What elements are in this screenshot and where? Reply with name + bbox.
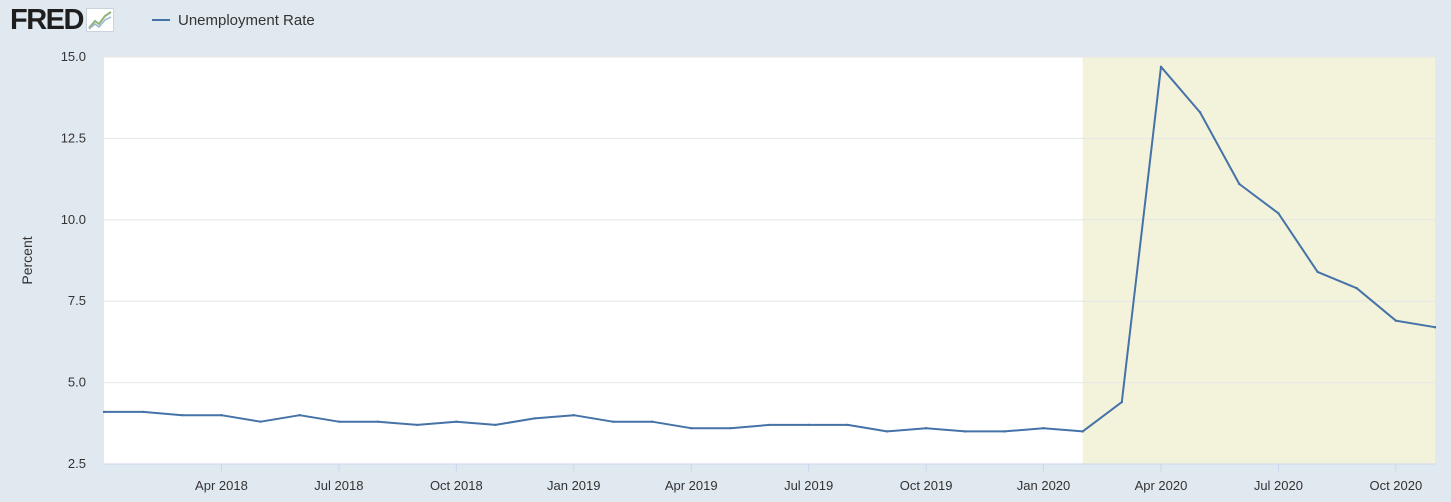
data-point	[650, 420, 654, 423]
data-point	[455, 420, 458, 423]
data-point	[102, 410, 106, 414]
data-point	[690, 426, 693, 430]
data-point	[964, 430, 967, 433]
x-tick-label: Oct 2018	[430, 478, 483, 493]
chart-header: FRED Unemployment Rate	[0, 0, 1451, 44]
x-tick-label: Apr 2020	[1135, 478, 1188, 493]
x-tick-label: Jul 2019	[784, 478, 833, 493]
data-point	[846, 423, 849, 427]
data-point	[494, 423, 497, 427]
data-point	[1238, 182, 1241, 186]
data-point	[1316, 270, 1319, 274]
chart-legend[interactable]: Unemployment Rate	[152, 9, 315, 31]
y-tick-label: 15.0	[61, 49, 86, 64]
data-point	[572, 413, 575, 417]
data-point	[1003, 430, 1006, 433]
y-tick-label: 2.5	[68, 456, 86, 471]
y-tick-label: 7.5	[68, 293, 86, 308]
y-tick-label: 12.5	[61, 130, 86, 145]
data-point	[1394, 319, 1398, 322]
fred-logo[interactable]: FRED	[10, 4, 114, 36]
recession-shading	[1082, 57, 1435, 464]
x-tick-label: Jan 2019	[547, 478, 601, 493]
data-point	[1355, 286, 1358, 290]
data-point	[181, 413, 184, 417]
x-tick-label: Jul 2020	[1254, 478, 1303, 493]
y-tick-label: 10.0	[61, 212, 86, 227]
fred-logo-text: FRED	[10, 4, 84, 36]
data-point	[415, 423, 419, 427]
data-point	[1120, 400, 1124, 404]
data-point	[1081, 430, 1084, 433]
y-tick-label: 5.0	[68, 375, 86, 390]
data-point	[611, 420, 615, 423]
data-point	[533, 417, 536, 420]
data-point	[1277, 212, 1280, 215]
x-tick-label: Oct 2020	[1369, 478, 1422, 493]
x-tick-label: Apr 2018	[195, 478, 248, 493]
data-point	[1198, 111, 1202, 114]
x-tick-label: Jul 2018	[314, 478, 363, 493]
x-tick-label: Oct 2019	[900, 478, 953, 493]
legend-swatch	[152, 19, 170, 21]
data-point	[768, 423, 771, 427]
data-point	[376, 420, 380, 423]
data-point	[1433, 326, 1437, 329]
x-tick-label: Apr 2019	[665, 478, 718, 493]
data-point	[259, 420, 262, 423]
data-point	[337, 420, 341, 423]
trend-graph-icon	[85, 8, 114, 32]
data-point	[807, 423, 810, 427]
x-tick-label: Jan 2020	[1017, 478, 1071, 493]
data-point	[220, 413, 223, 417]
data-point	[298, 413, 301, 417]
data-point	[924, 426, 928, 430]
data-point	[1159, 65, 1163, 68]
legend-series-label: Unemployment Rate	[178, 11, 315, 29]
data-point	[1042, 426, 1045, 430]
data-point	[141, 410, 145, 414]
data-point	[729, 426, 732, 430]
data-point	[885, 430, 889, 433]
y-axis-title: Percent	[19, 236, 35, 284]
